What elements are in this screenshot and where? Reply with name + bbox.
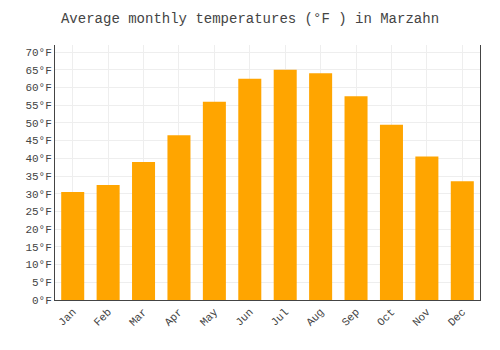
svg-text:10°F: 10°F bbox=[25, 259, 51, 271]
svg-text:Jul: Jul bbox=[269, 306, 291, 328]
svg-text:Jan: Jan bbox=[56, 306, 78, 328]
svg-text:20°F: 20°F bbox=[25, 224, 51, 236]
svg-text:35°F: 35°F bbox=[25, 171, 51, 183]
svg-text:Apr: Apr bbox=[162, 306, 184, 328]
svg-text:Feb: Feb bbox=[92, 306, 114, 328]
svg-text:Oct: Oct bbox=[375, 306, 397, 328]
svg-text:50°F: 50°F bbox=[25, 118, 51, 130]
svg-text:55°F: 55°F bbox=[25, 100, 51, 112]
svg-text:Mar: Mar bbox=[127, 306, 149, 328]
svg-text:70°F: 70°F bbox=[25, 47, 51, 59]
svg-text:Dec: Dec bbox=[446, 306, 468, 328]
svg-text:Aug: Aug bbox=[304, 306, 326, 328]
svg-text:15°F: 15°F bbox=[25, 242, 51, 254]
svg-text:0°F: 0°F bbox=[32, 295, 52, 307]
svg-text:Sep: Sep bbox=[340, 306, 362, 328]
svg-text:25°F: 25°F bbox=[25, 206, 51, 218]
svg-text:60°F: 60°F bbox=[25, 82, 51, 94]
svg-text:May: May bbox=[198, 306, 221, 329]
svg-text:Nov: Nov bbox=[410, 306, 433, 329]
svg-text:65°F: 65°F bbox=[25, 65, 51, 77]
svg-text:Jun: Jun bbox=[233, 306, 255, 328]
svg-text:Average monthly temperatures (: Average monthly temperatures (°F ) in Ma… bbox=[61, 11, 439, 27]
svg-text:30°F: 30°F bbox=[25, 189, 51, 201]
svg-text:40°F: 40°F bbox=[25, 153, 51, 165]
svg-text:5°F: 5°F bbox=[32, 277, 52, 289]
svg-text:45°F: 45°F bbox=[25, 135, 51, 147]
